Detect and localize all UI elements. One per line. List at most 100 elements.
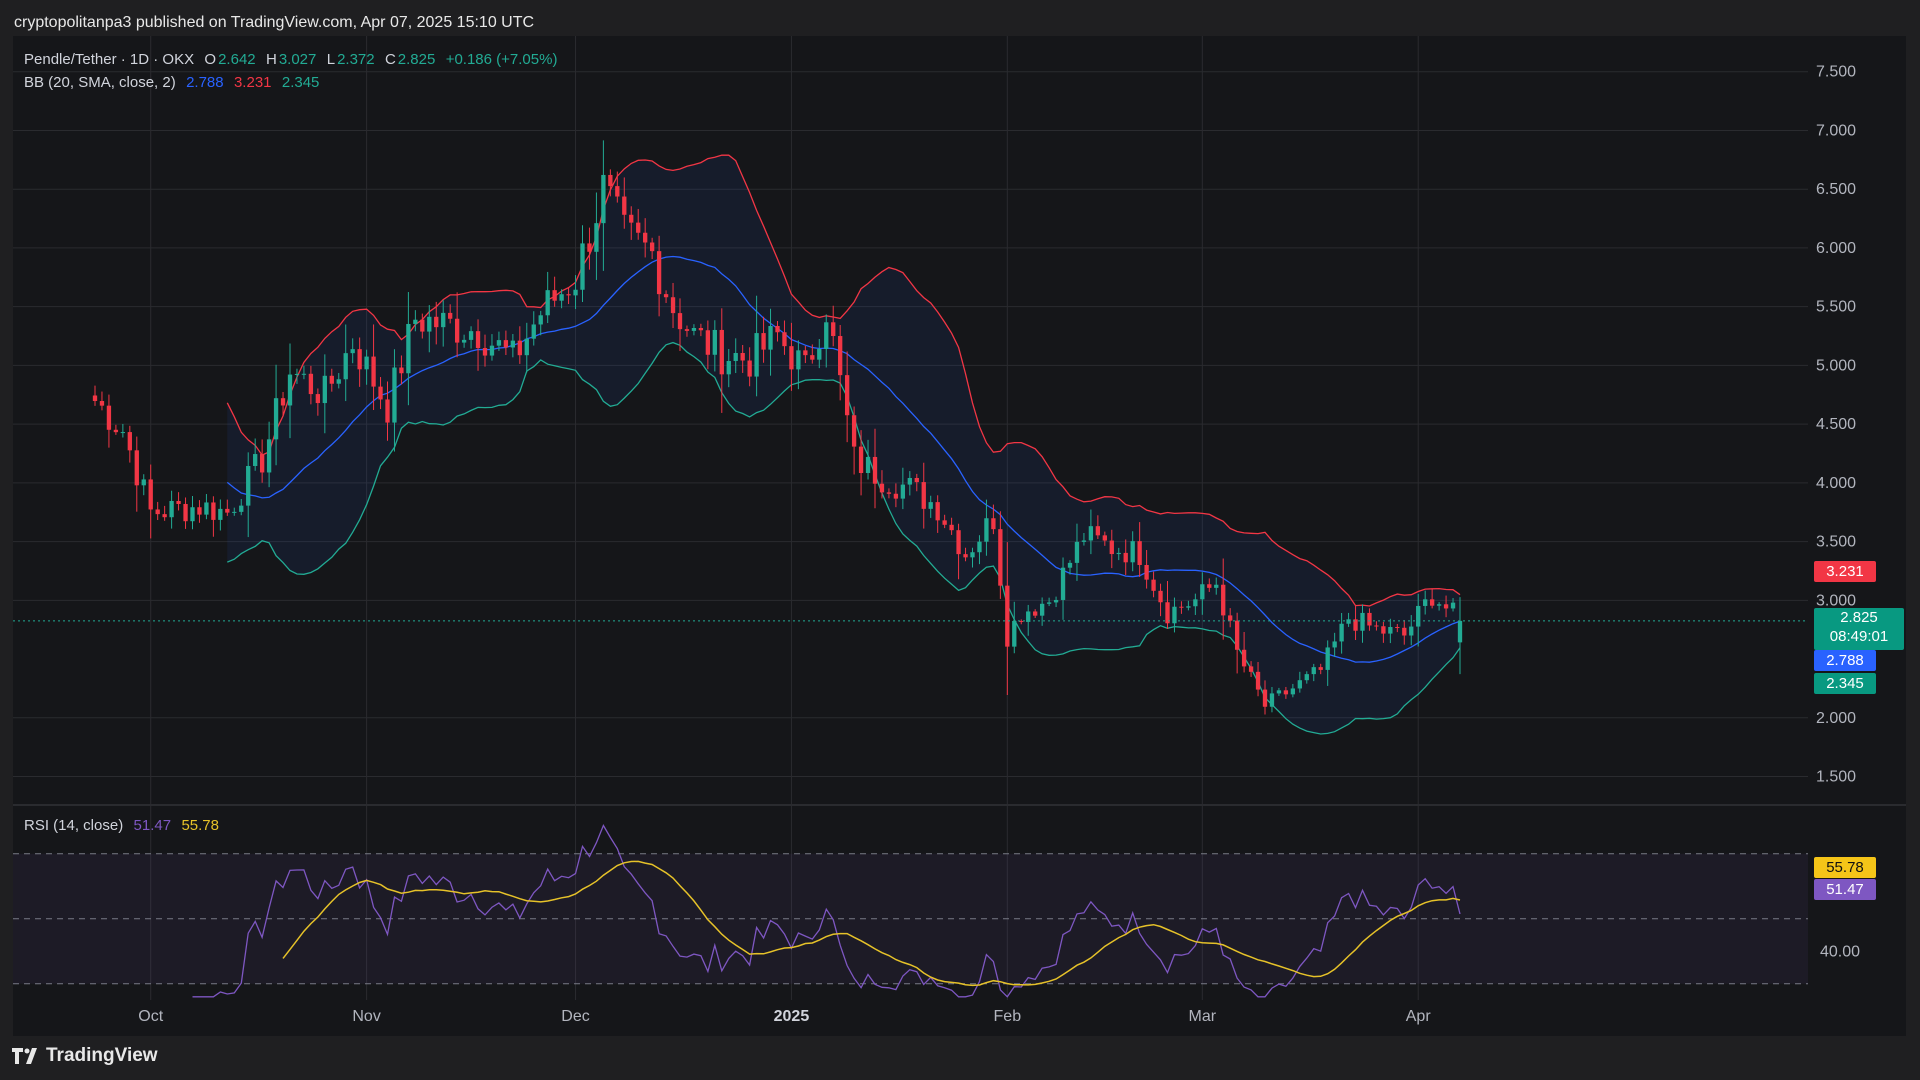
candle-body [559,294,564,301]
candle-body [893,493,899,499]
close-price-tag: 2.825 08:49:01 [1814,608,1904,650]
candle-body [1019,620,1024,622]
candle-body [378,386,383,400]
candle-body [719,329,724,375]
candle-body [1409,626,1414,636]
candle-body [615,186,620,197]
candle-body [1241,649,1247,667]
candle-body [225,508,230,513]
candle-body [350,349,355,354]
candle-body [1353,619,1358,631]
candle-body [1248,666,1254,672]
candle-body [1186,606,1191,608]
candle-body [733,353,738,361]
bb-basis-value: 2.788 [186,74,224,91]
candle-body [726,360,731,375]
time-tick-label: Oct [138,1008,163,1025]
candle-body [865,456,871,474]
candle-body [1374,625,1379,627]
chart-canvas[interactable]: 7.500 7.000 6.500 6.000 5.500 5.000 4.500 4.000… [0,0,1920,1036]
candle-body [371,356,376,387]
bb-lower-tag: 2.345 [1814,673,1876,694]
price-tick-label: 2.000 [1816,710,1856,727]
candle-body [670,297,676,314]
candle-body [134,450,139,486]
candle-body [315,394,321,404]
price-tick-label: 4.000 [1816,475,1856,492]
grid [13,36,1808,1000]
candle-body [643,232,648,243]
candle-body [475,331,481,349]
candle-body [1200,584,1205,600]
candle-body [1151,579,1156,591]
candle-body [1276,690,1282,694]
candle-body [99,401,105,406]
tradingview-logo[interactable]: TradingView [12,1045,158,1067]
open-label: O [204,51,217,68]
candle-body [831,322,836,337]
rsi-tag: 51.47 [1814,879,1876,900]
candle-body [503,340,509,348]
low-label: L [326,51,336,68]
candle-body [810,355,815,360]
candle-body [197,507,202,515]
candle-body [448,312,453,319]
bb-legend[interactable]: BB (20, SMA, close, 2) 2.788 3.231 2.345 [24,74,321,91]
time-tick-label: Nov [352,1008,380,1025]
candle-body [183,503,188,522]
candle-body [399,367,404,374]
candle-body [649,242,655,252]
rsi-ma-value: 55.78 [181,817,219,834]
candle-body [1318,667,1323,670]
candle-body [566,294,571,296]
candle-body [336,379,341,384]
candle-body [928,502,933,509]
brand-name: TradingView [46,1045,158,1066]
candle-body [517,340,522,356]
low-value: 2.372 [337,51,375,68]
candle-body [392,367,397,423]
candle-body [677,313,683,330]
candle-body [1381,626,1386,634]
candle-body [301,373,307,375]
candle-body [956,530,961,555]
candle-body [232,511,237,513]
candle-body [991,518,996,530]
candle-body [482,348,488,356]
candle-body [1360,612,1365,631]
close-price-value: 2.825 [1840,609,1878,626]
price-tick-label: 4.500 [1816,416,1856,433]
price-tick-label: 1.500 [1816,769,1856,786]
rsi-axis: 40.00 [1820,943,1860,960]
bb-upper-value: 3.231 [233,74,272,91]
candle-body [1443,604,1449,609]
candle-body [273,398,279,440]
rsi-legend[interactable]: RSI (14, close) 51.47 55.78 [24,817,221,834]
candle-body [538,315,543,325]
candle-body [594,223,599,252]
candle-body [1060,567,1066,600]
candles [92,140,1463,715]
price-tick-label: 6.500 [1816,181,1856,198]
candle-body [1234,620,1240,650]
candle-body [148,479,153,510]
candle-body [1033,611,1038,616]
candle-body [587,243,592,252]
candle-body [1325,647,1330,670]
published-text: cryptopolitanpa3 published on TradingVie… [14,14,535,31]
time-tick-label: Mar [1189,1008,1217,1025]
candle-body [886,492,892,494]
candle-body [1095,526,1101,536]
candle-body [1012,620,1017,647]
candle-body [1228,615,1233,621]
candle-body [1269,693,1275,707]
rsi-pane [13,824,1808,998]
bb-upper-line [226,154,1461,607]
candle-body [1429,599,1435,606]
candle-body [1255,671,1261,690]
candle-body [1144,564,1149,580]
candle-body [510,340,516,348]
candle-body [768,325,773,350]
candle-body [907,477,912,485]
candle-body [1332,641,1337,648]
